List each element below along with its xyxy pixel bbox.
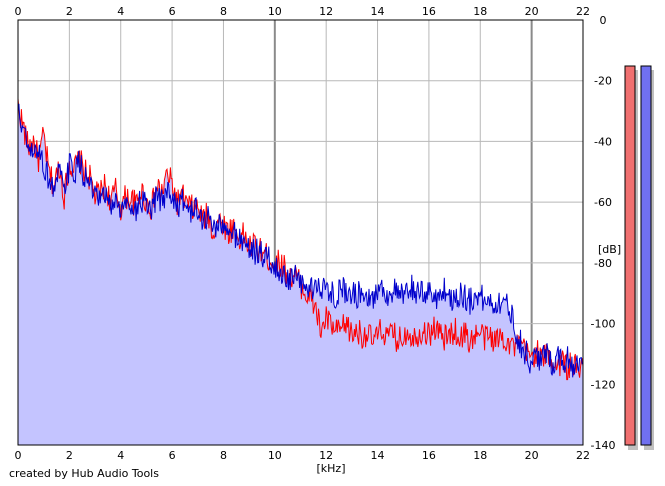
series-line-2 bbox=[17, 103, 584, 378]
credit-text: created by Hub Audio Tools bbox=[9, 467, 159, 480]
x-tick-label-bottom: 16 bbox=[422, 449, 436, 462]
x-tick-label-bottom: 8 bbox=[220, 449, 227, 462]
level-meter-1 bbox=[624, 65, 636, 446]
x-tick-label-bottom: 20 bbox=[525, 449, 539, 462]
x-tick-labels-top: 0 2 4 6 8 10 12 14 16 18 20 22 bbox=[15, 5, 591, 18]
y-tick-label: -100 bbox=[591, 318, 616, 331]
y-tick-label: -80 bbox=[594, 257, 612, 270]
x-axis-label: [kHz] bbox=[317, 462, 346, 475]
x-tick-label-bottom: 10 bbox=[268, 449, 282, 462]
x-tick-label-top: 8 bbox=[220, 5, 227, 18]
y-tick-label: -20 bbox=[594, 75, 612, 88]
plot-border bbox=[17, 19, 584, 446]
x-tick-label-top: 6 bbox=[169, 5, 176, 18]
x-tick-label-bottom: 12 bbox=[319, 449, 333, 462]
x-tick-label-top: 16 bbox=[422, 5, 436, 18]
series-lines bbox=[17, 98, 584, 381]
x-tick-label-top: 22 bbox=[576, 5, 590, 18]
y-tick-label: -120 bbox=[591, 378, 616, 391]
plot-frame bbox=[17, 19, 584, 446]
x-tick-label-top: 4 bbox=[117, 5, 124, 18]
x-tick-labels-bottom: 0 2 4 6 8 10 12 14 16 18 20 22 bbox=[15, 449, 591, 462]
x-tick-label-bottom: 2 bbox=[66, 449, 73, 462]
x-tick-label-bottom: 6 bbox=[169, 449, 176, 462]
x-tick-label-top: 20 bbox=[525, 5, 539, 18]
x-tick-label-bottom: 14 bbox=[371, 449, 385, 462]
x-tick-label-bottom: 18 bbox=[473, 449, 487, 462]
y-axis-label: [dB] bbox=[598, 243, 621, 256]
y-tick-label: 0 bbox=[600, 14, 607, 27]
x-tick-label-top: 14 bbox=[371, 5, 385, 18]
x-tick-label-top: 12 bbox=[319, 5, 333, 18]
x-tick-label-top: 10 bbox=[268, 5, 282, 18]
x-tick-label-top: 2 bbox=[66, 5, 73, 18]
level-meters bbox=[624, 65, 654, 450]
y-tick-label: -40 bbox=[594, 135, 612, 148]
x-tick-label-bottom: 0 bbox=[15, 449, 22, 462]
x-tick-label-top: 0 bbox=[15, 5, 22, 18]
x-tick-label-bottom: 22 bbox=[576, 449, 590, 462]
x-tick-label-bottom: 4 bbox=[117, 449, 124, 462]
y-tick-labels: 0 -20 -40 -60 -80 -100 -120 -140 bbox=[591, 14, 616, 452]
y-tick-label: -60 bbox=[594, 196, 612, 209]
level-meter-2 bbox=[640, 65, 652, 446]
y-tick-label: -140 bbox=[591, 439, 616, 452]
x-tick-label-top: 18 bbox=[473, 5, 487, 18]
